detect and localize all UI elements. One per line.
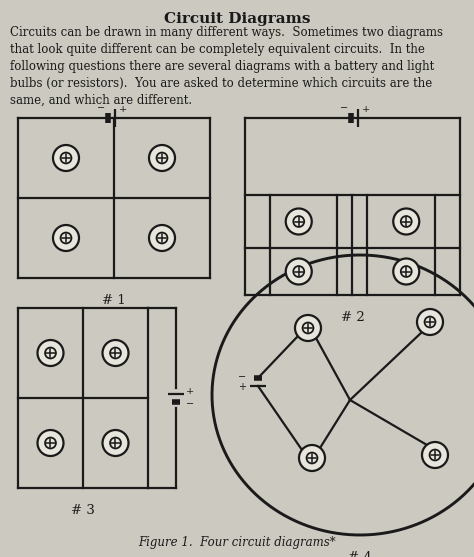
Text: +: +: [238, 382, 246, 392]
Circle shape: [110, 438, 121, 448]
Circle shape: [61, 153, 72, 163]
Circle shape: [429, 449, 440, 461]
Text: # 4: # 4: [348, 551, 372, 557]
Circle shape: [156, 153, 167, 163]
Circle shape: [37, 430, 64, 456]
Text: −: −: [238, 372, 246, 382]
Circle shape: [53, 225, 79, 251]
Text: Circuits can be drawn in many different ways.  Sometimes two diagrams
that look : Circuits can be drawn in many different …: [10, 26, 443, 107]
Circle shape: [286, 258, 312, 285]
Text: −: −: [340, 105, 348, 114]
Circle shape: [102, 340, 128, 366]
Circle shape: [393, 208, 419, 234]
Circle shape: [401, 216, 412, 227]
Text: # 1: # 1: [102, 294, 126, 307]
Circle shape: [156, 232, 167, 243]
Circle shape: [425, 316, 436, 328]
Text: +: +: [363, 105, 371, 114]
Circle shape: [110, 348, 121, 359]
Circle shape: [401, 266, 412, 277]
Circle shape: [393, 258, 419, 285]
Circle shape: [149, 225, 175, 251]
Text: +: +: [119, 105, 127, 114]
Text: −: −: [186, 399, 194, 408]
Circle shape: [37, 340, 64, 366]
Circle shape: [286, 208, 312, 234]
Text: +: +: [186, 388, 194, 397]
Circle shape: [102, 430, 128, 456]
Circle shape: [302, 323, 313, 334]
Text: # 2: # 2: [341, 311, 365, 324]
Circle shape: [295, 315, 321, 341]
Circle shape: [299, 445, 325, 471]
Text: −: −: [97, 105, 105, 114]
Circle shape: [417, 309, 443, 335]
Circle shape: [45, 348, 56, 359]
Circle shape: [422, 442, 448, 468]
Text: Circuit Diagrams: Circuit Diagrams: [164, 12, 310, 26]
Circle shape: [293, 266, 304, 277]
Text: Figure 1.  Four circuit diagrams*: Figure 1. Four circuit diagrams*: [138, 536, 336, 549]
Circle shape: [45, 438, 56, 448]
Text: # 3: # 3: [71, 504, 95, 517]
Circle shape: [53, 145, 79, 171]
Circle shape: [307, 452, 318, 463]
Circle shape: [149, 145, 175, 171]
Circle shape: [61, 232, 72, 243]
Circle shape: [293, 216, 304, 227]
